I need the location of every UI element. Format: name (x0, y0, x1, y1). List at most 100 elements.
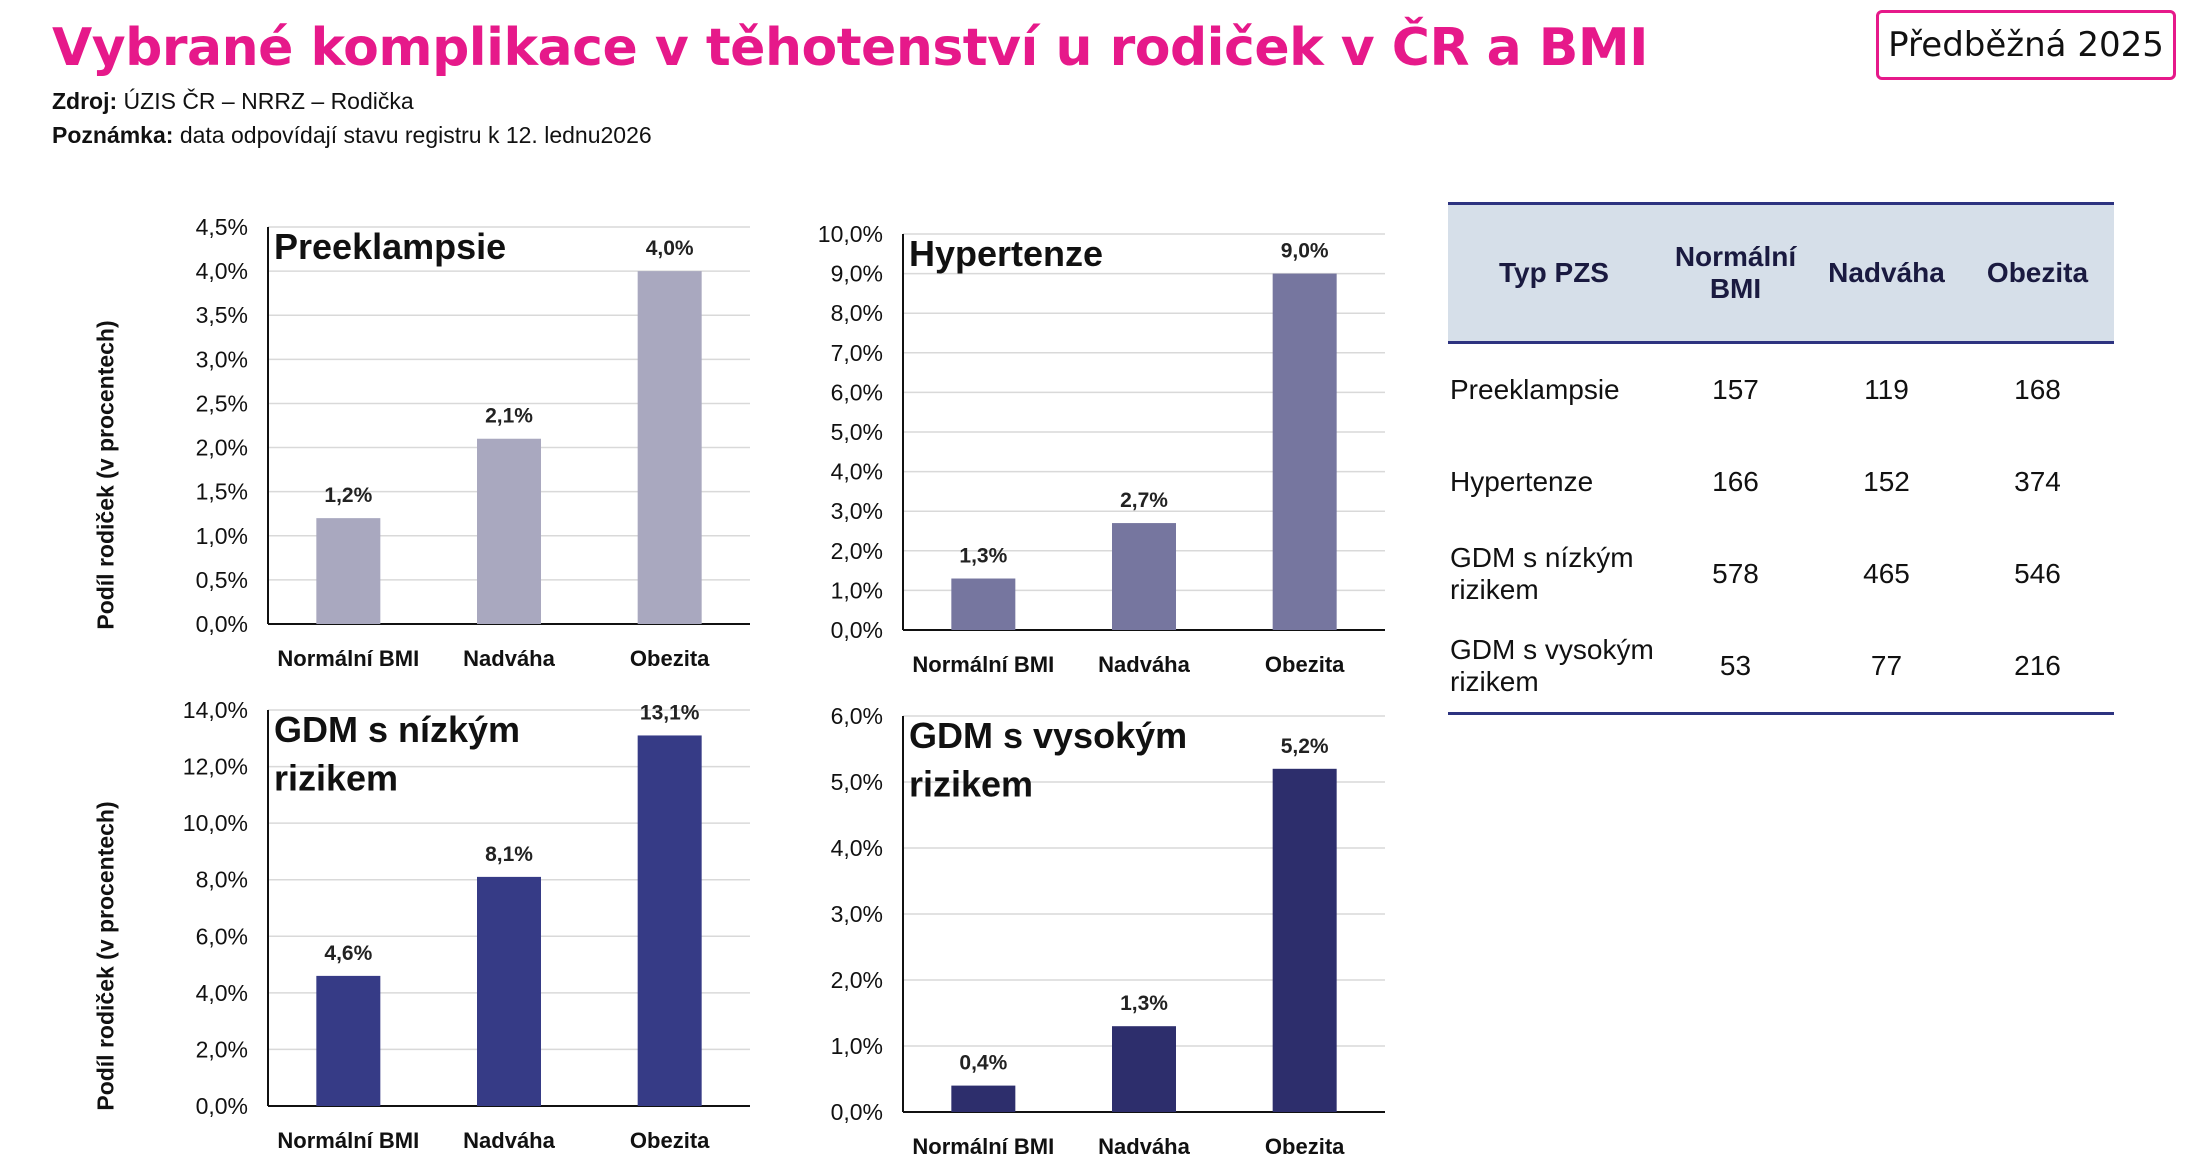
table-cell: 465 (1863, 558, 1910, 589)
chart-title: Preeklampsie (274, 226, 506, 267)
bar (1272, 768, 1337, 1112)
y-tick-label: 4,0% (196, 980, 248, 1006)
note-line: Poznámka: data odpovídají stavu registru… (52, 122, 652, 149)
page-title: Vybrané komplikace v těhotenství u rodič… (52, 18, 1649, 78)
y-tick-label: 1,5% (196, 479, 248, 505)
y-tick-label: 3,0% (831, 901, 883, 927)
y-tick-label: 0,0% (831, 1099, 883, 1125)
y-tick-label: 0,5% (196, 567, 248, 593)
y-tick-label: 4,0% (831, 835, 883, 861)
y-tick-label: 1,0% (196, 523, 248, 549)
table-cell: 166 (1712, 466, 1759, 497)
bar (1112, 1026, 1176, 1112)
x-tick-label: Nadváha (463, 646, 555, 671)
y-tick-label: 4,5% (196, 214, 248, 240)
y-tick-label: 8,0% (831, 300, 883, 326)
y-tick-label: 6,0% (831, 703, 883, 729)
data-label: 4,0% (646, 237, 694, 260)
chart-title: GDM s nízkým rizikem (274, 709, 520, 799)
y-tick-label: 5,0% (831, 769, 883, 795)
table-cell: 53 (1719, 650, 1752, 681)
source-line: Zdroj: ÚZIS ČR – NRRZ – Rodička (52, 88, 414, 115)
y-tick-label: 9,0% (831, 261, 883, 287)
y-tick-label: 6,0% (196, 923, 248, 949)
y-tick-label: 4,0% (831, 459, 883, 485)
preliminary-badge: Předběžná 2025 (1876, 10, 2176, 80)
x-tick-label: Nadváha (1098, 1134, 1190, 1159)
y-tick-label: 4,0% (196, 258, 248, 284)
source-label: Zdroj: (52, 88, 118, 114)
y-tick-label: 1,0% (831, 1033, 883, 1059)
table-cell: 77 (1870, 650, 1903, 681)
y-tick-label: 0,0% (831, 617, 883, 643)
table-row: Preeklampsie 157 119 168 (1448, 344, 2114, 436)
y-tick-label: 2,0% (196, 1036, 248, 1062)
y-tick-label: 8,0% (196, 867, 248, 893)
table-header-cell: Normální BMI (1660, 241, 1811, 305)
data-label: 13,1% (640, 701, 700, 724)
data-label: 1,2% (324, 484, 372, 507)
bar (637, 735, 702, 1106)
table-header-cell: Obezita (1986, 257, 2089, 288)
table-row: GDM s nízkým rizikem 578 465 546 (1448, 528, 2114, 620)
table-cell-type: Hypertenze (1450, 466, 1594, 497)
y-tick-label: 0,0% (196, 1093, 248, 1119)
bar (316, 975, 381, 1106)
y-tick-label: 2,0% (831, 538, 883, 564)
data-label: 2,1% (485, 405, 533, 428)
bar (951, 578, 1016, 630)
x-tick-label: Normální BMI (277, 646, 419, 671)
note-label: Poznámka: (52, 122, 174, 148)
table-header: Typ PZS Normální BMI Nadváha Obezita (1448, 202, 2114, 344)
table-cell-type: Preeklampsie (1450, 374, 1620, 405)
y-tick-label: 1,0% (831, 577, 883, 603)
y-tick-label: 10,0% (818, 221, 883, 247)
y-tick-label: 3,5% (196, 302, 248, 328)
chart-title: GDM s vysokým rizikem (909, 715, 1187, 805)
y-tick-label: 10,0% (183, 810, 248, 836)
x-tick-label: Obezita (630, 1128, 710, 1153)
table-row: Hypertenze 166 152 374 (1448, 436, 2114, 528)
data-label: 0,4% (959, 1052, 1007, 1075)
table-cell: 216 (2014, 650, 2061, 681)
y-tick-label: 3,0% (196, 346, 248, 372)
table-header-cell: Nadváha (1828, 257, 1945, 288)
y-tick-label: 14,0% (183, 697, 248, 723)
table-header-normal-bmi: Normální BMI (1674, 241, 1797, 304)
data-label: 2,7% (1120, 489, 1168, 512)
note-text: data odpovídají stavu registru k 12. led… (173, 122, 652, 148)
data-label: 1,3% (1120, 992, 1168, 1015)
bar (1112, 523, 1176, 630)
y-tick-label: 7,0% (831, 340, 883, 366)
y-tick-label: 3,0% (831, 498, 883, 524)
table-cell: 374 (2014, 466, 2061, 497)
data-label: 8,1% (485, 843, 533, 866)
y-tick-label: 12,0% (183, 754, 248, 780)
table-header-cell: Typ PZS (1499, 257, 1609, 288)
bar (477, 438, 541, 624)
y-tick-label: 5,0% (831, 419, 883, 445)
table-cell: 578 (1712, 558, 1759, 589)
y-tick-label: 6,0% (831, 379, 883, 405)
bar (637, 271, 702, 624)
data-label: 9,0% (1281, 240, 1329, 263)
x-tick-label: Obezita (1265, 652, 1345, 677)
table-cell-type: GDM s vysokým rizikem (1450, 634, 1654, 697)
chart-title: Hypertenze (909, 233, 1103, 274)
x-tick-label: Obezita (630, 646, 710, 671)
x-tick-label: Normální BMI (912, 652, 1054, 677)
x-tick-label: Obezita (1265, 1134, 1345, 1159)
x-tick-label: Normální BMI (277, 1128, 419, 1153)
bar (316, 518, 381, 624)
counts-table: Typ PZS Normální BMI Nadváha Obezita Pree… (1448, 202, 2114, 715)
source-text: ÚZIS ČR – NRRZ – Rodička (117, 88, 414, 114)
table-row: GDM s vysokým rizikem 53 77 216 (1448, 620, 2114, 715)
data-label: 4,6% (324, 942, 372, 965)
y-tick-label: 2,0% (831, 967, 883, 993)
table-cell: 157 (1712, 374, 1759, 405)
y-tick-label: 2,0% (196, 435, 248, 461)
